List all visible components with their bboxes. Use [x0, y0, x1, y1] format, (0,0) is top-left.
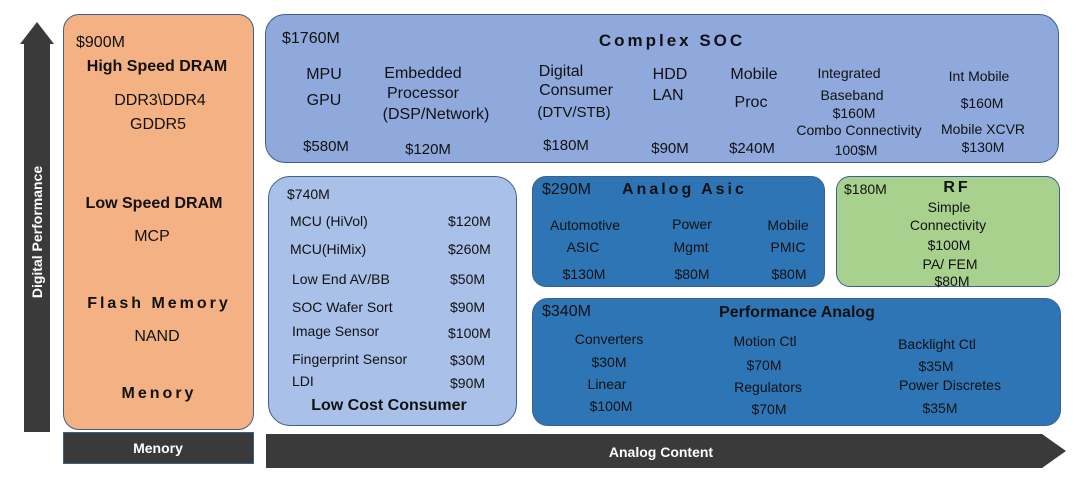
soc-embedded-l3: (DSP/Network): [382, 106, 490, 123]
asic-automotive-value: $130M: [562, 266, 606, 282]
asic-mobile-value: $80M: [771, 266, 807, 282]
high-speed-dram-line2: GDDR5: [129, 116, 187, 133]
lcc-item-name: SOC Wafer Sort: [292, 299, 393, 315]
soc-embedded-l2: Processor: [386, 85, 460, 102]
flash-memory-title: Flash Memory: [87, 295, 231, 312]
asic-power-value: $80M: [674, 266, 710, 282]
soc-gpu-label: GPU: [306, 92, 342, 109]
lcc-item-value: $100M: [448, 325, 491, 341]
perf-converters-value: $30M: [591, 354, 627, 370]
rf-panel: [836, 176, 1060, 287]
complex-soc-panel: [265, 14, 1059, 163]
perf-linear-value: $100M: [589, 398, 633, 414]
lcc-item-value: $50M: [450, 271, 486, 287]
high-speed-dram-title: High Speed DRAM: [86, 58, 228, 75]
soc-mobile-l2: Proc: [734, 94, 768, 111]
rf-total: $180M: [844, 181, 887, 197]
rf-line2: Connectivity: [909, 217, 987, 233]
flash-memory-item: NAND: [134, 328, 180, 345]
low-speed-dram-item: MCP: [134, 228, 170, 245]
soc-digital-l2: Consumer: [539, 82, 613, 99]
soc-lan-label: LAN: [652, 87, 684, 104]
lcc-item-name: LDI: [292, 373, 314, 389]
soc-integrated-l1: Integrated: [817, 65, 881, 81]
memory-axis-bar: [63, 432, 254, 464]
soc-embedded-value: $120M: [405, 141, 451, 158]
asic-power-l1: Power: [672, 216, 712, 232]
soc-digital-l1: Digital: [538, 63, 584, 80]
soc-embedded-l1: Embedded: [384, 65, 462, 82]
perf-linear: Linear: [587, 376, 627, 392]
asic-total: $290M: [542, 181, 591, 198]
low-cost-consumer-panel: [268, 176, 517, 426]
analog-asic-panel: [532, 176, 825, 287]
rf-line4: PA/ FEM: [922, 256, 978, 272]
perf-backlight-value: $35M: [918, 358, 954, 374]
asic-title: Analog Asic: [622, 181, 747, 198]
soc-mobile-l1: Mobile: [730, 66, 778, 83]
perf-power-discretes: Power Discretes: [899, 377, 1001, 393]
perf-converters: Converters: [574, 331, 644, 347]
lcc-item-value: $260M: [448, 241, 491, 257]
memory-panel: [63, 14, 254, 430]
memory-axis-label: Menory: [133, 440, 183, 456]
lcc-title: Low Cost Consumer: [311, 397, 467, 414]
perf-motion: Motion Ctl: [733, 333, 797, 349]
soc-int-mobile-l2: $160M: [960, 95, 1004, 111]
asic-automotive-l1: Automotive: [549, 217, 621, 233]
lcc-item-name: MCU(HiMix): [290, 241, 367, 257]
soc-integrated-l4: Combo Connectivity: [796, 122, 922, 138]
y-axis-label: Digital Performance: [29, 165, 45, 299]
high-speed-dram-line1: DDR3\DDR4: [114, 92, 206, 109]
rf-line3: $100M: [927, 237, 971, 253]
perf-motion-value: $70M: [746, 357, 782, 373]
soc-integrated-l2: Baseband: [820, 87, 884, 103]
soc-hdd-value: $90M: [651, 140, 689, 157]
soc-int-mobile-l3: Mobile XCVR: [940, 121, 1026, 137]
asic-automotive-l2: ASIC: [566, 239, 600, 255]
rf-title: RF: [943, 179, 971, 196]
perf-total: $340M: [542, 303, 591, 320]
asic-mobile-l2: PMIC: [770, 239, 806, 255]
perf-backlight: Backlight Ctl: [898, 336, 976, 352]
lcc-item-name: Fingerprint Sensor: [292, 351, 408, 367]
lcc-item-value: $90M: [450, 375, 486, 391]
lcc-item-name: Low End AV/BB: [292, 271, 390, 287]
soc-digital-value: $180M: [543, 137, 589, 154]
soc-integrated-value: 100$M: [834, 142, 878, 158]
lcc-item-value: $30M: [450, 352, 486, 368]
lcc-item-name: Image Sensor: [292, 323, 380, 339]
perf-power-discretes-value: $35M: [922, 400, 958, 416]
performance-analog-panel: [532, 298, 1061, 426]
asic-mobile-l1: Mobile: [767, 217, 809, 233]
soc-int-mobile-value: $130M: [961, 139, 1005, 155]
soc-total: $1760M: [282, 30, 340, 47]
lcc-item-value: $120M: [448, 213, 491, 229]
digital-performance-arrow: [20, 22, 54, 432]
soc-mpu-value: $580M: [303, 138, 349, 155]
soc-title: Complex SOC: [598, 31, 746, 50]
soc-mpu-label: MPU: [306, 66, 342, 83]
rf-line5: $80M: [934, 273, 970, 289]
soc-integrated-l3: $160M: [832, 105, 876, 121]
low-speed-dram-title: Low Speed DRAM: [85, 195, 223, 212]
soc-hdd-label: HDD: [652, 66, 688, 83]
lcc-item-value: $90M: [450, 299, 486, 315]
analog-content-label: Analog Content: [608, 444, 714, 460]
analog-content-arrow: [266, 434, 1066, 468]
perf-regulators-value: $70M: [751, 401, 787, 417]
soc-mobile-value: $240M: [729, 140, 775, 157]
lcc-total: $740M: [287, 186, 330, 202]
memory-total: $900M: [76, 34, 125, 51]
soc-digital-l3: (DTV/STB): [537, 104, 611, 121]
lcc-item-name: MCU (HiVol): [290, 213, 368, 229]
soc-int-mobile-l1: Int Mobile: [948, 68, 1010, 84]
rf-line1: Simple: [927, 199, 971, 215]
memory-footer: Menory: [121, 385, 197, 402]
perf-regulators: Regulators: [734, 379, 802, 395]
asic-power-l2: Mgmt: [673, 239, 709, 255]
perf-title: Performance Analog: [719, 304, 875, 321]
